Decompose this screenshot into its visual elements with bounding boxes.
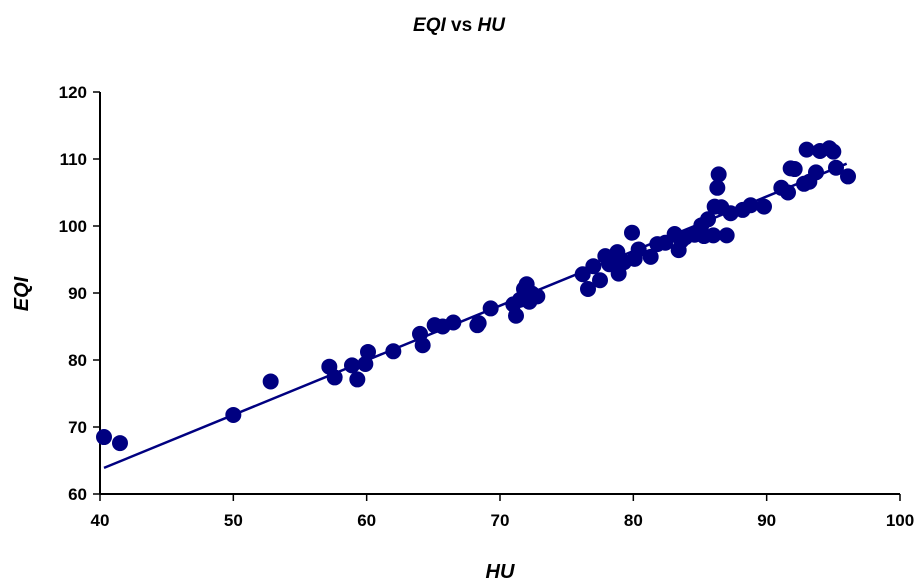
data-point bbox=[349, 371, 366, 388]
y-tick-label: 90 bbox=[68, 284, 87, 303]
x-axis-title: HU bbox=[486, 561, 515, 583]
y-tick-label: 120 bbox=[59, 83, 87, 102]
data-point bbox=[326, 369, 343, 386]
data-point bbox=[718, 227, 735, 244]
data-point bbox=[360, 343, 376, 360]
y-tick-label: 70 bbox=[68, 418, 87, 437]
y-axis-title: EQI bbox=[11, 276, 33, 311]
data-point bbox=[624, 224, 640, 241]
data-point bbox=[756, 198, 772, 215]
data-point bbox=[112, 435, 128, 452]
data-point bbox=[574, 266, 591, 283]
y-tick-label: 100 bbox=[59, 217, 87, 236]
data-point bbox=[798, 141, 815, 158]
data-point bbox=[262, 373, 279, 390]
data-point bbox=[482, 300, 499, 317]
data-point bbox=[808, 164, 824, 181]
data-point bbox=[445, 314, 462, 331]
data-point bbox=[630, 241, 647, 258]
y-tick-label: 60 bbox=[68, 485, 87, 504]
data-point bbox=[470, 315, 487, 332]
x-tick-label: 60 bbox=[357, 511, 376, 530]
data-point bbox=[700, 211, 716, 228]
y-tick-label: 80 bbox=[68, 351, 87, 370]
data-point bbox=[585, 258, 602, 275]
data-point bbox=[344, 357, 360, 374]
data-point bbox=[825, 143, 842, 160]
x-ticks: 40 50 60 70 80 90 100 bbox=[91, 494, 914, 530]
data-point bbox=[742, 197, 759, 214]
chart-title: EQI vs HU bbox=[413, 15, 506, 36]
data-point bbox=[225, 406, 242, 423]
x-tick-label: 50 bbox=[224, 511, 243, 530]
data-point bbox=[709, 179, 726, 196]
y-ticks: 60 70 80 90 100 110 120 bbox=[59, 83, 100, 504]
chart-title-part: HU bbox=[477, 15, 506, 36]
data-point bbox=[592, 272, 608, 289]
data-point bbox=[705, 227, 722, 244]
data-point bbox=[385, 343, 402, 360]
data-point bbox=[414, 337, 431, 354]
plot-area: 40 50 60 70 80 90 100 60 70 80 90 100 110 120 bbox=[59, 83, 915, 530]
x-tick-label: 90 bbox=[757, 511, 776, 530]
data-point bbox=[96, 429, 112, 446]
data-point bbox=[786, 161, 803, 178]
x-tick-label: 100 bbox=[886, 511, 914, 530]
y-tick-label: 110 bbox=[60, 150, 87, 169]
data-point bbox=[840, 168, 856, 185]
data-point bbox=[642, 248, 659, 265]
data-point bbox=[828, 159, 844, 176]
data-point bbox=[580, 280, 596, 297]
data-point bbox=[710, 166, 727, 183]
chart-title-part: vs bbox=[446, 15, 478, 36]
data-point bbox=[780, 184, 796, 201]
data-point bbox=[508, 307, 524, 324]
x-tick-label: 80 bbox=[624, 511, 643, 530]
x-tick-label: 40 bbox=[91, 511, 110, 530]
x-tick-label: 70 bbox=[491, 511, 510, 530]
chart-title-part: EQI bbox=[413, 15, 446, 36]
points-group bbox=[96, 140, 856, 452]
data-point bbox=[529, 288, 546, 305]
